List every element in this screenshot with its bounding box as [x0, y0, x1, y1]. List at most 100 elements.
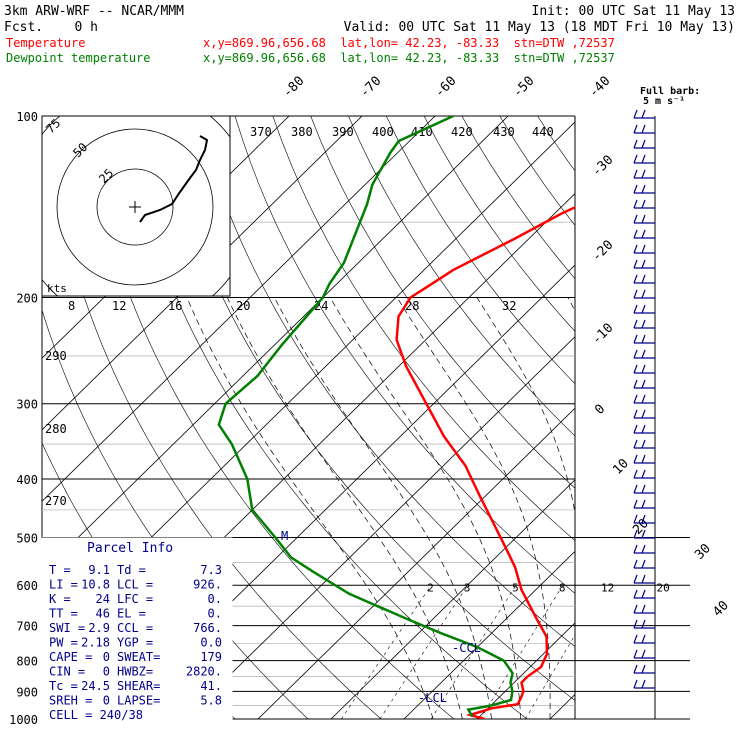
isotherm-line	[257, 407, 575, 719]
isotherm-line	[476, 622, 575, 719]
wind-barb-flag	[633, 274, 638, 284]
parcel-row-cell: 766.	[193, 621, 222, 635]
parcel-row-cell: 10.8	[81, 578, 110, 592]
wind-barb-flag	[641, 334, 646, 344]
dry-adiabat	[613, 116, 740, 719]
wind-barb-flag	[633, 619, 638, 629]
wind-barb-flag	[641, 139, 646, 149]
speed-label: 8	[68, 299, 75, 313]
wind-barb-flag	[633, 139, 638, 149]
isotherm-line	[184, 336, 575, 719]
mixing-ratio-line	[379, 585, 469, 719]
parcel-row-cell: Td =	[117, 563, 146, 577]
wind-barb-flag	[633, 349, 638, 359]
speed-label: 32	[502, 299, 516, 313]
dry-adiabat	[159, 116, 575, 701]
isotherm-label: -20	[589, 238, 616, 265]
parcel-row-cell: 24.5	[81, 679, 110, 693]
parcel-row-cell: 2.18	[81, 636, 110, 650]
wind-barb-flag	[641, 184, 646, 194]
moist-adiabat	[329, 297, 522, 719]
wind-barb-flag	[633, 664, 638, 674]
model-title: 3km ARW-WRF -- NCAR/MMM	[4, 4, 184, 19]
dry-adiabat	[234, 116, 575, 594]
wind-barb-flag	[633, 244, 638, 254]
wind-barb-flag	[633, 589, 638, 599]
isotherm-label: -30	[589, 153, 616, 180]
wind-barb-flag	[633, 259, 638, 269]
wind-barb-flag	[633, 394, 638, 404]
parcel-row-cell: CELL = 240/38	[49, 708, 143, 722]
hodograph-frame	[41, 115, 231, 297]
parcel-row-cell: SWI =	[49, 621, 85, 635]
wind-barb-flag	[641, 289, 646, 299]
parcel-row-cell: SREH =	[49, 694, 92, 708]
mixing-ratio-line	[341, 585, 432, 719]
wind-barb-flag	[641, 634, 646, 644]
wind-barb-flag	[633, 334, 638, 344]
pressure-tick-label: 800	[16, 655, 38, 669]
mixing-ratio-line	[585, 585, 661, 719]
wind-barb-flag	[641, 619, 646, 629]
legend-dewpoint-info: x,y=869.96,656.68 lat,lon= 42.23, -83.33…	[203, 51, 615, 65]
mixing-ratio-label: 8	[559, 582, 566, 595]
wind-barb-flag	[641, 604, 646, 614]
dry-adiabat	[83, 116, 455, 719]
wind-barb-flag	[633, 124, 638, 134]
wind-barb-flag	[641, 544, 646, 554]
parcel-row-cell: 179	[200, 650, 222, 664]
wind-barb-flag	[641, 469, 646, 479]
theta-top-label: 380	[291, 125, 313, 139]
wind-barb-flag	[641, 514, 646, 524]
parcel-row-cell: 46	[96, 607, 110, 621]
isotherm-label: 0	[592, 402, 608, 418]
barb-legend-line2: 5 m s⁻¹	[643, 96, 685, 107]
wind-barb-flag	[633, 649, 638, 659]
isotherm-line	[696, 116, 740, 719]
wind-barb-flag	[641, 424, 646, 434]
isotherm-label: 10	[610, 456, 632, 478]
parcel-row-cell: SWEAT=	[117, 650, 160, 664]
parcel-row-cell: 2.9	[88, 621, 110, 635]
wind-barb-flag	[633, 199, 638, 209]
wind-barb-flag	[641, 439, 646, 449]
wind-barb-flag	[641, 214, 646, 224]
parcel-row-cell: 0	[103, 665, 110, 679]
pressure-tick-label: 1000	[9, 713, 38, 727]
wind-barb-flag	[633, 439, 638, 449]
wind-barb-flag	[641, 454, 646, 464]
wind-barb-flag	[633, 469, 638, 479]
parcel-row-cell: CIN =	[49, 665, 85, 679]
theta-top-label: 400	[372, 125, 394, 139]
mixing-ratio-line	[525, 634, 575, 719]
isotherm-label: -60	[432, 74, 459, 101]
parcel-row-cell: 0.	[208, 607, 222, 621]
legend-temperature-info: x,y=869.96,656.68 lat,lon= 42.23, -83.33…	[203, 36, 615, 50]
parcel-row-cell: 41.	[200, 679, 222, 693]
parcel-row-cell: HWBZ=	[117, 665, 153, 679]
dewpoint-profile	[217, 116, 514, 718]
wind-barbs	[633, 109, 656, 719]
pressure-tick-label: 700	[16, 620, 38, 634]
wind-barb-flag	[641, 499, 646, 509]
forecast-hour: Fcst. 0 h	[4, 20, 98, 35]
isotherm-line	[42, 116, 436, 502]
wind-barb-flag	[641, 529, 646, 539]
wind-barb-flag	[633, 574, 638, 584]
wind-barb-flag	[633, 514, 638, 524]
wind-barb-flag	[641, 259, 646, 269]
parcel-row-cell: 926.	[193, 578, 222, 592]
wind-barb-flag	[633, 409, 638, 419]
speed-label: 16	[168, 299, 182, 313]
isotherm-label: -80	[280, 74, 307, 101]
dry-adiabat	[651, 116, 740, 719]
wind-barb-flag	[641, 319, 646, 329]
pressure-tick-label: 900	[16, 685, 38, 699]
parcel-info-box: Parcel Info T = 9.1 Td = 7.3 LI = 10.8 LCL = 92…	[41, 537, 233, 722]
wind-barb-flag	[641, 679, 646, 689]
wind-barb-flag	[641, 379, 646, 389]
parcel-row-cell: LAPSE=	[117, 694, 160, 708]
moist-adiabat	[476, 297, 575, 515]
